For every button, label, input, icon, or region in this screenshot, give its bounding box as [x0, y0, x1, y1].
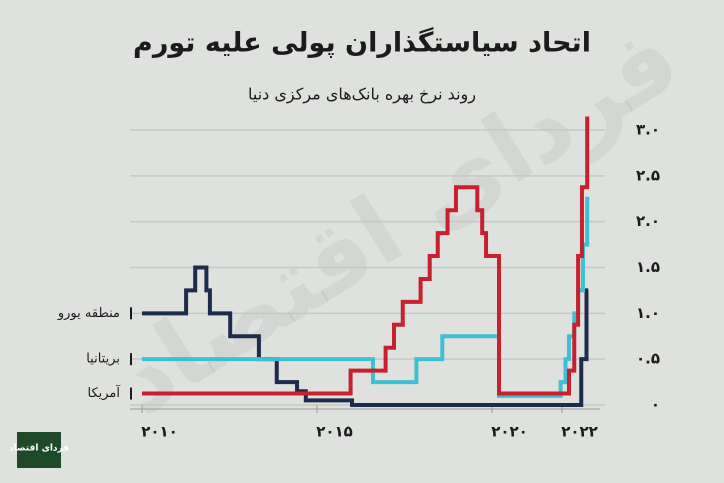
legend-label: بریتانیا: [86, 352, 120, 367]
x-tick-label: ۲۰۲۰: [491, 423, 528, 441]
y-tick-label: ۰.۵: [636, 350, 660, 368]
y-tick-label: ۱.۰: [636, 304, 660, 322]
x-tick-label: ۲۰۱۰: [141, 423, 178, 441]
x-tick-label: ۲۰۱۵: [316, 423, 353, 441]
chart-title: اتحاد سیاستگذاران پولی علیه تورم: [133, 27, 591, 59]
series-line: [142, 196, 590, 398]
y-tick-label: ۲.۵: [636, 166, 660, 184]
logo-box: [17, 432, 61, 468]
series-line: [142, 116, 590, 396]
y-tick-label: ۱.۵: [636, 258, 660, 276]
x-tick-label: ۲۰۲۲: [561, 423, 598, 441]
chart-subtitle: روند نرخ بهره بانک‌های مرکزی دنیا: [248, 85, 476, 105]
y-tick-label: ۰: [651, 396, 660, 414]
y-tick-label: ۳.۰: [636, 121, 660, 139]
logo: فردای اقتصاد: [9, 444, 69, 454]
legend-label: منطقه یورو: [57, 306, 120, 321]
legend-label: آمریکا: [87, 384, 121, 401]
y-tick-label: ۲.۰: [636, 212, 660, 230]
